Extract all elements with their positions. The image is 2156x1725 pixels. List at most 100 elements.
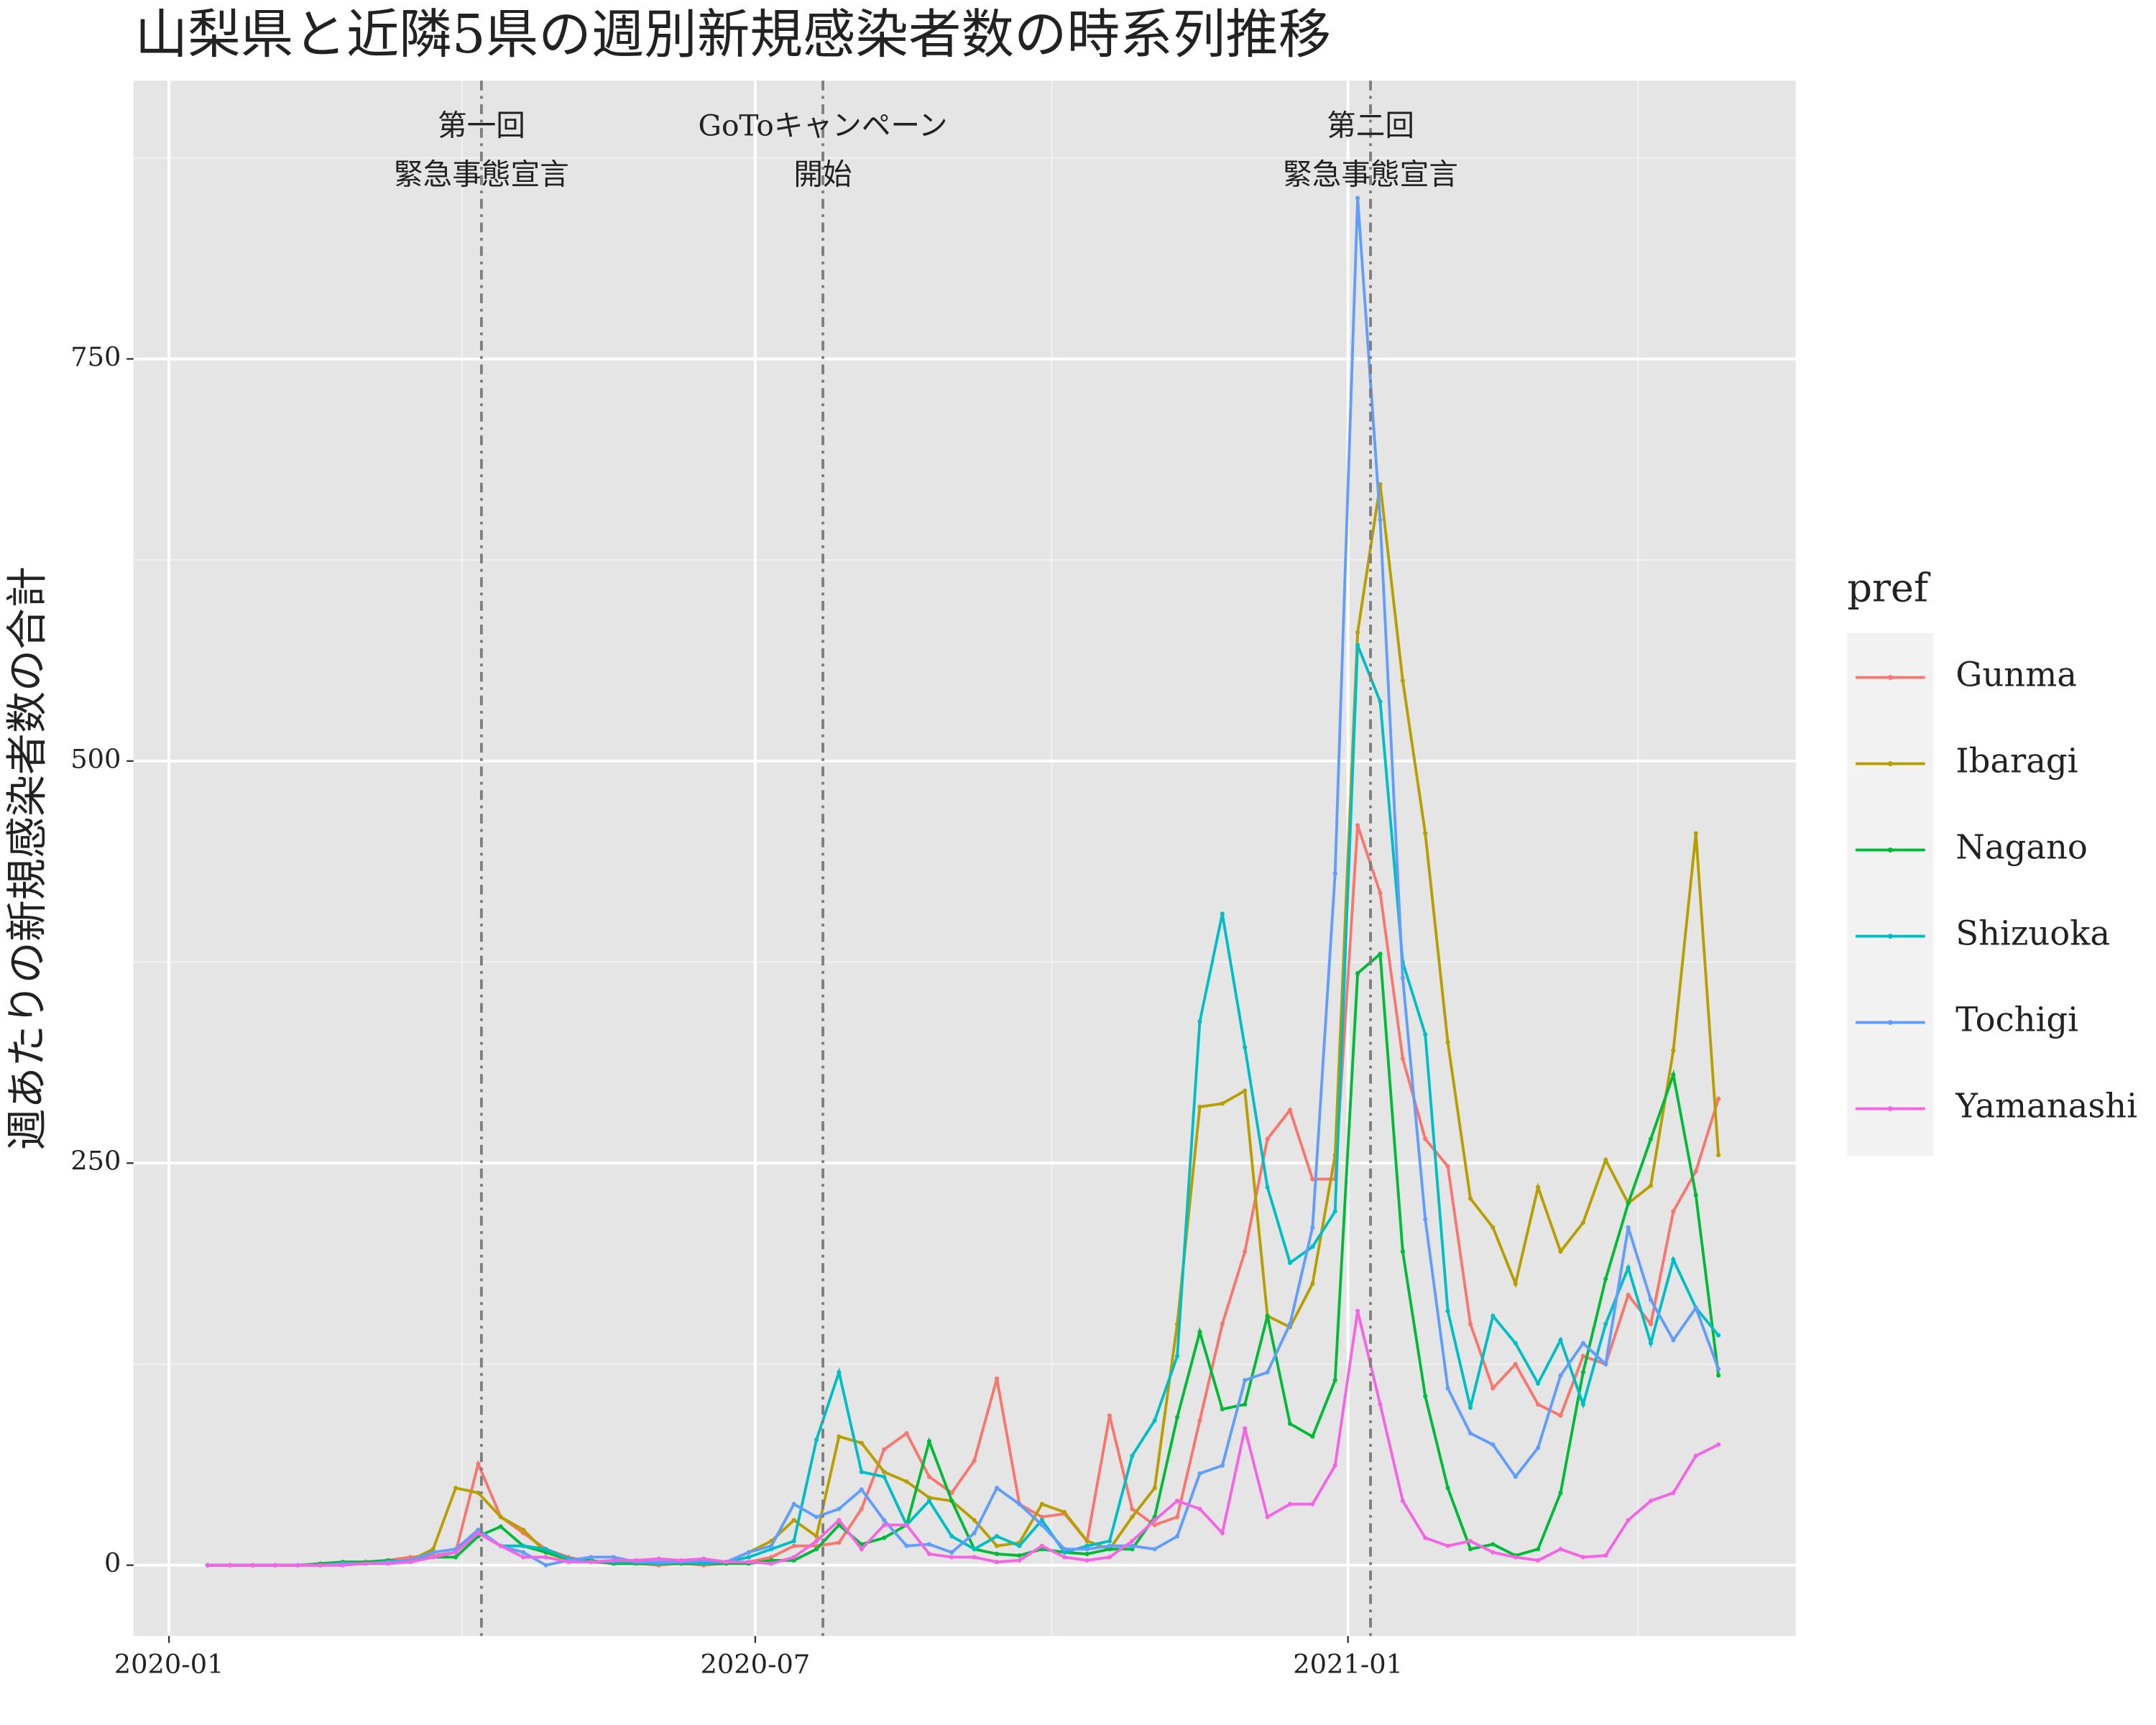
point: [1513, 1555, 1518, 1560]
point: [543, 1547, 548, 1552]
point: [1603, 1553, 1608, 1558]
point: [1536, 1547, 1541, 1552]
point: [1017, 1553, 1022, 1558]
point: [1378, 891, 1383, 896]
point: [1355, 630, 1360, 635]
point: [430, 1547, 436, 1552]
legend-key-point: [1887, 1106, 1893, 1112]
point: [1174, 1353, 1180, 1358]
point: [476, 1527, 481, 1532]
point: [814, 1539, 819, 1544]
point: [1220, 1407, 1225, 1412]
point: [814, 1534, 819, 1539]
point: [521, 1555, 526, 1560]
point: [972, 1458, 977, 1463]
point: [656, 1556, 661, 1561]
point: [1445, 1486, 1450, 1491]
point: [1287, 1501, 1293, 1506]
point: [1468, 1405, 1473, 1410]
point: [1513, 1340, 1518, 1346]
point: [1062, 1555, 1067, 1560]
point: [1445, 1543, 1450, 1548]
point: [1693, 1192, 1698, 1198]
point: [746, 1560, 752, 1565]
point: [1265, 1313, 1270, 1318]
point: [1626, 1201, 1631, 1206]
point: [1130, 1506, 1135, 1512]
legend-title: pref: [1847, 566, 1931, 611]
point: [926, 1474, 932, 1479]
point: [1220, 1101, 1225, 1106]
point: [453, 1486, 459, 1491]
point: [1265, 1184, 1270, 1190]
point: [1580, 1370, 1585, 1375]
point: [1558, 1490, 1563, 1496]
point: [1355, 1309, 1360, 1314]
point: [1265, 1136, 1270, 1141]
point: [814, 1438, 819, 1443]
point: [994, 1551, 1000, 1557]
point: [1536, 1184, 1541, 1190]
point: [1197, 1104, 1202, 1110]
point: [1243, 1378, 1248, 1383]
point: [1310, 1434, 1315, 1439]
legend-label: Ibaragi: [1955, 742, 2078, 781]
point: [1491, 1542, 1496, 1547]
point: [769, 1547, 774, 1552]
point: [1310, 1281, 1315, 1287]
point: [453, 1550, 459, 1555]
chart-title: 山梨県と近隣5県の週別新規感染者数の時系列推移: [135, 4, 1331, 65]
point: [791, 1558, 796, 1563]
point: [724, 1560, 729, 1565]
point: [1332, 1209, 1337, 1214]
point: [1084, 1547, 1089, 1552]
legend-key-point: [1887, 934, 1893, 939]
point: [1468, 1431, 1473, 1436]
point: [363, 1561, 368, 1566]
point: [228, 1563, 233, 1568]
legend-key-point: [1887, 847, 1893, 853]
annotation: 開始: [793, 157, 852, 191]
point: [972, 1547, 977, 1552]
point: [1197, 1471, 1202, 1476]
point: [1310, 1225, 1315, 1230]
point: [1287, 1260, 1293, 1266]
legend-label: Yamanashi: [1955, 1087, 2137, 1126]
point: [1107, 1543, 1112, 1548]
point: [1648, 1340, 1654, 1346]
point: [1626, 1225, 1631, 1230]
point: [1130, 1543, 1135, 1548]
point: [1513, 1281, 1518, 1287]
point: [882, 1474, 887, 1479]
point: [1174, 1414, 1180, 1420]
point: [949, 1499, 954, 1504]
point: [1107, 1547, 1112, 1552]
legend-label: Tochigi: [1955, 1000, 2078, 1039]
point: [1536, 1445, 1541, 1450]
point: [1062, 1509, 1067, 1514]
point: [1626, 1517, 1631, 1523]
point: [837, 1540, 842, 1545]
point: [430, 1555, 436, 1560]
point: [994, 1534, 1000, 1539]
point: [859, 1487, 864, 1492]
point: [1378, 518, 1383, 523]
point: [1062, 1547, 1067, 1552]
point: [1220, 911, 1225, 916]
series-line: [207, 484, 1720, 1567]
annotation: 第二回: [1327, 109, 1414, 143]
point: [1671, 1209, 1676, 1214]
point: [1716, 1152, 1721, 1158]
point: [994, 1560, 1000, 1565]
point: [1039, 1517, 1044, 1523]
point: [1558, 1338, 1563, 1343]
point: [1039, 1522, 1044, 1527]
point: [1423, 1394, 1428, 1399]
point: [318, 1563, 323, 1568]
point: [791, 1555, 796, 1560]
point: [972, 1530, 977, 1536]
point: [1152, 1522, 1157, 1527]
point: [1220, 1321, 1225, 1327]
